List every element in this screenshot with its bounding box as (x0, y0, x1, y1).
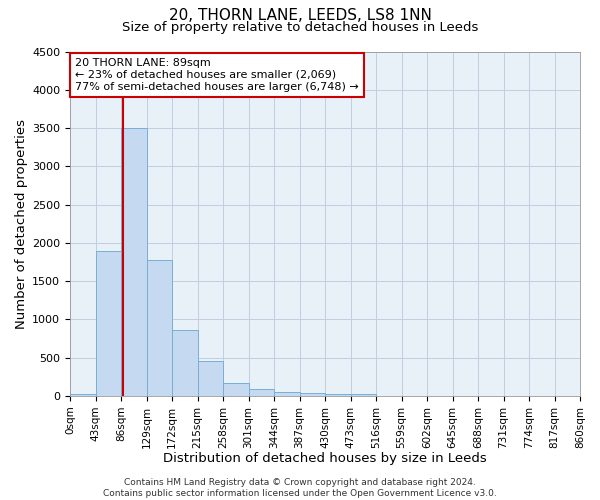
Bar (299, 393, 325, 396)
Bar (325, 394, 350, 396)
Text: Size of property relative to detached houses in Leeds: Size of property relative to detached ho… (122, 21, 478, 34)
Bar (146, 260, 172, 396)
Bar (223, 382, 248, 396)
Bar (197, 361, 223, 396)
Text: Contains HM Land Registry data © Crown copyright and database right 2024.
Contai: Contains HM Land Registry data © Crown c… (103, 478, 497, 498)
Bar (248, 389, 274, 396)
Bar (350, 394, 376, 396)
X-axis label: Distribution of detached houses by size in Leeds: Distribution of detached houses by size … (163, 452, 487, 465)
Text: 20 THORN LANE: 89sqm
← 23% of detached houses are smaller (2,069)
77% of semi-de: 20 THORN LANE: 89sqm ← 23% of detached h… (75, 58, 359, 92)
Y-axis label: Number of detached properties: Number of detached properties (15, 118, 28, 328)
Bar (95, 250, 121, 396)
Bar (121, 128, 146, 396)
Bar (172, 330, 197, 396)
Text: 20, THORN LANE, LEEDS, LS8 1NN: 20, THORN LANE, LEEDS, LS8 1NN (169, 8, 431, 22)
Bar (274, 392, 299, 396)
Bar (70, 394, 95, 396)
